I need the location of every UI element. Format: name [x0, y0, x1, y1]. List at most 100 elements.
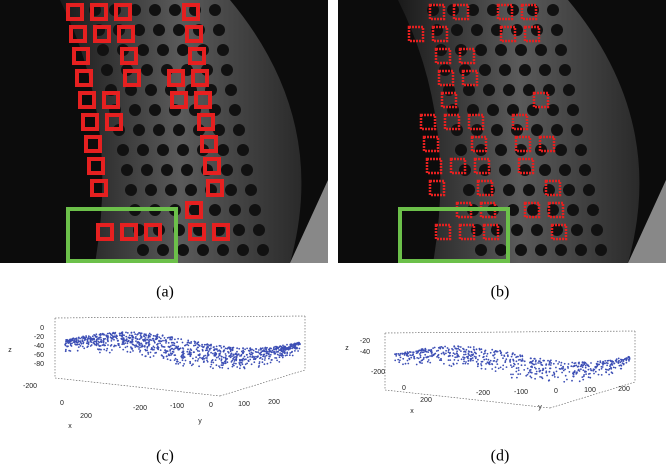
hole — [153, 124, 165, 136]
hole — [217, 244, 229, 256]
point — [262, 355, 264, 358]
point — [291, 343, 293, 346]
point — [97, 348, 100, 351]
point — [517, 359, 520, 361]
point — [250, 351, 253, 354]
point — [510, 355, 513, 358]
point — [285, 347, 288, 350]
point — [64, 342, 67, 345]
point — [573, 364, 576, 367]
point — [530, 365, 533, 368]
point — [511, 353, 514, 356]
point — [146, 345, 149, 348]
point — [280, 350, 283, 353]
point — [444, 345, 446, 348]
point — [66, 345, 69, 348]
point — [251, 355, 254, 357]
point — [239, 367, 241, 370]
hole — [233, 124, 245, 136]
marker-square — [69, 25, 87, 43]
point — [233, 360, 236, 362]
point — [252, 349, 255, 352]
point — [274, 357, 276, 359]
point — [258, 365, 260, 367]
point — [279, 345, 282, 348]
point — [134, 337, 137, 340]
point — [464, 353, 467, 356]
hole — [563, 84, 575, 96]
point — [455, 352, 458, 355]
point — [283, 350, 286, 353]
point — [494, 350, 496, 353]
point — [431, 354, 433, 356]
point — [427, 349, 430, 351]
point — [571, 379, 573, 382]
hole — [149, 104, 161, 116]
point — [594, 370, 597, 373]
point — [166, 358, 169, 361]
hole — [221, 164, 233, 176]
point — [210, 363, 213, 366]
hole — [129, 104, 141, 116]
point — [206, 347, 208, 350]
point — [478, 347, 481, 350]
point — [533, 357, 536, 360]
point — [510, 364, 512, 367]
hole — [551, 24, 563, 36]
point — [176, 358, 179, 361]
point — [421, 351, 424, 354]
point — [529, 371, 532, 374]
point — [430, 349, 433, 352]
point — [108, 332, 111, 334]
point — [118, 332, 121, 335]
point — [548, 360, 551, 363]
y-tick-label: 0 — [554, 388, 558, 395]
point — [261, 350, 264, 353]
point — [573, 371, 576, 374]
point — [165, 340, 168, 343]
marker-square — [496, 3, 514, 21]
point — [89, 336, 92, 338]
point — [211, 359, 214, 361]
point — [159, 342, 162, 345]
point — [462, 347, 464, 350]
point — [194, 359, 197, 362]
point — [199, 356, 201, 359]
point — [599, 360, 602, 362]
point — [401, 352, 403, 355]
z-tick-label: 0 — [40, 325, 44, 332]
point — [421, 348, 424, 350]
point — [474, 352, 477, 354]
point — [510, 376, 513, 379]
point — [286, 343, 288, 346]
point — [292, 346, 295, 349]
point — [215, 356, 218, 359]
point — [535, 367, 537, 370]
point — [609, 365, 611, 368]
point — [573, 362, 576, 365]
point — [269, 353, 272, 356]
marker-square — [203, 157, 221, 175]
point — [110, 340, 113, 342]
point — [203, 360, 205, 363]
point — [187, 344, 190, 347]
point — [128, 334, 131, 337]
point — [558, 367, 561, 370]
point — [575, 364, 578, 367]
marker-square — [117, 25, 135, 43]
point — [189, 362, 192, 365]
point — [562, 365, 564, 368]
point — [246, 353, 248, 356]
point — [589, 376, 592, 379]
marker-square — [167, 69, 185, 87]
point — [447, 351, 450, 354]
point — [583, 374, 585, 376]
point — [87, 343, 90, 346]
point — [471, 357, 474, 359]
point — [282, 349, 285, 352]
point — [244, 363, 247, 366]
point — [153, 341, 156, 344]
point — [140, 336, 143, 339]
point — [193, 351, 196, 353]
point — [439, 346, 441, 349]
